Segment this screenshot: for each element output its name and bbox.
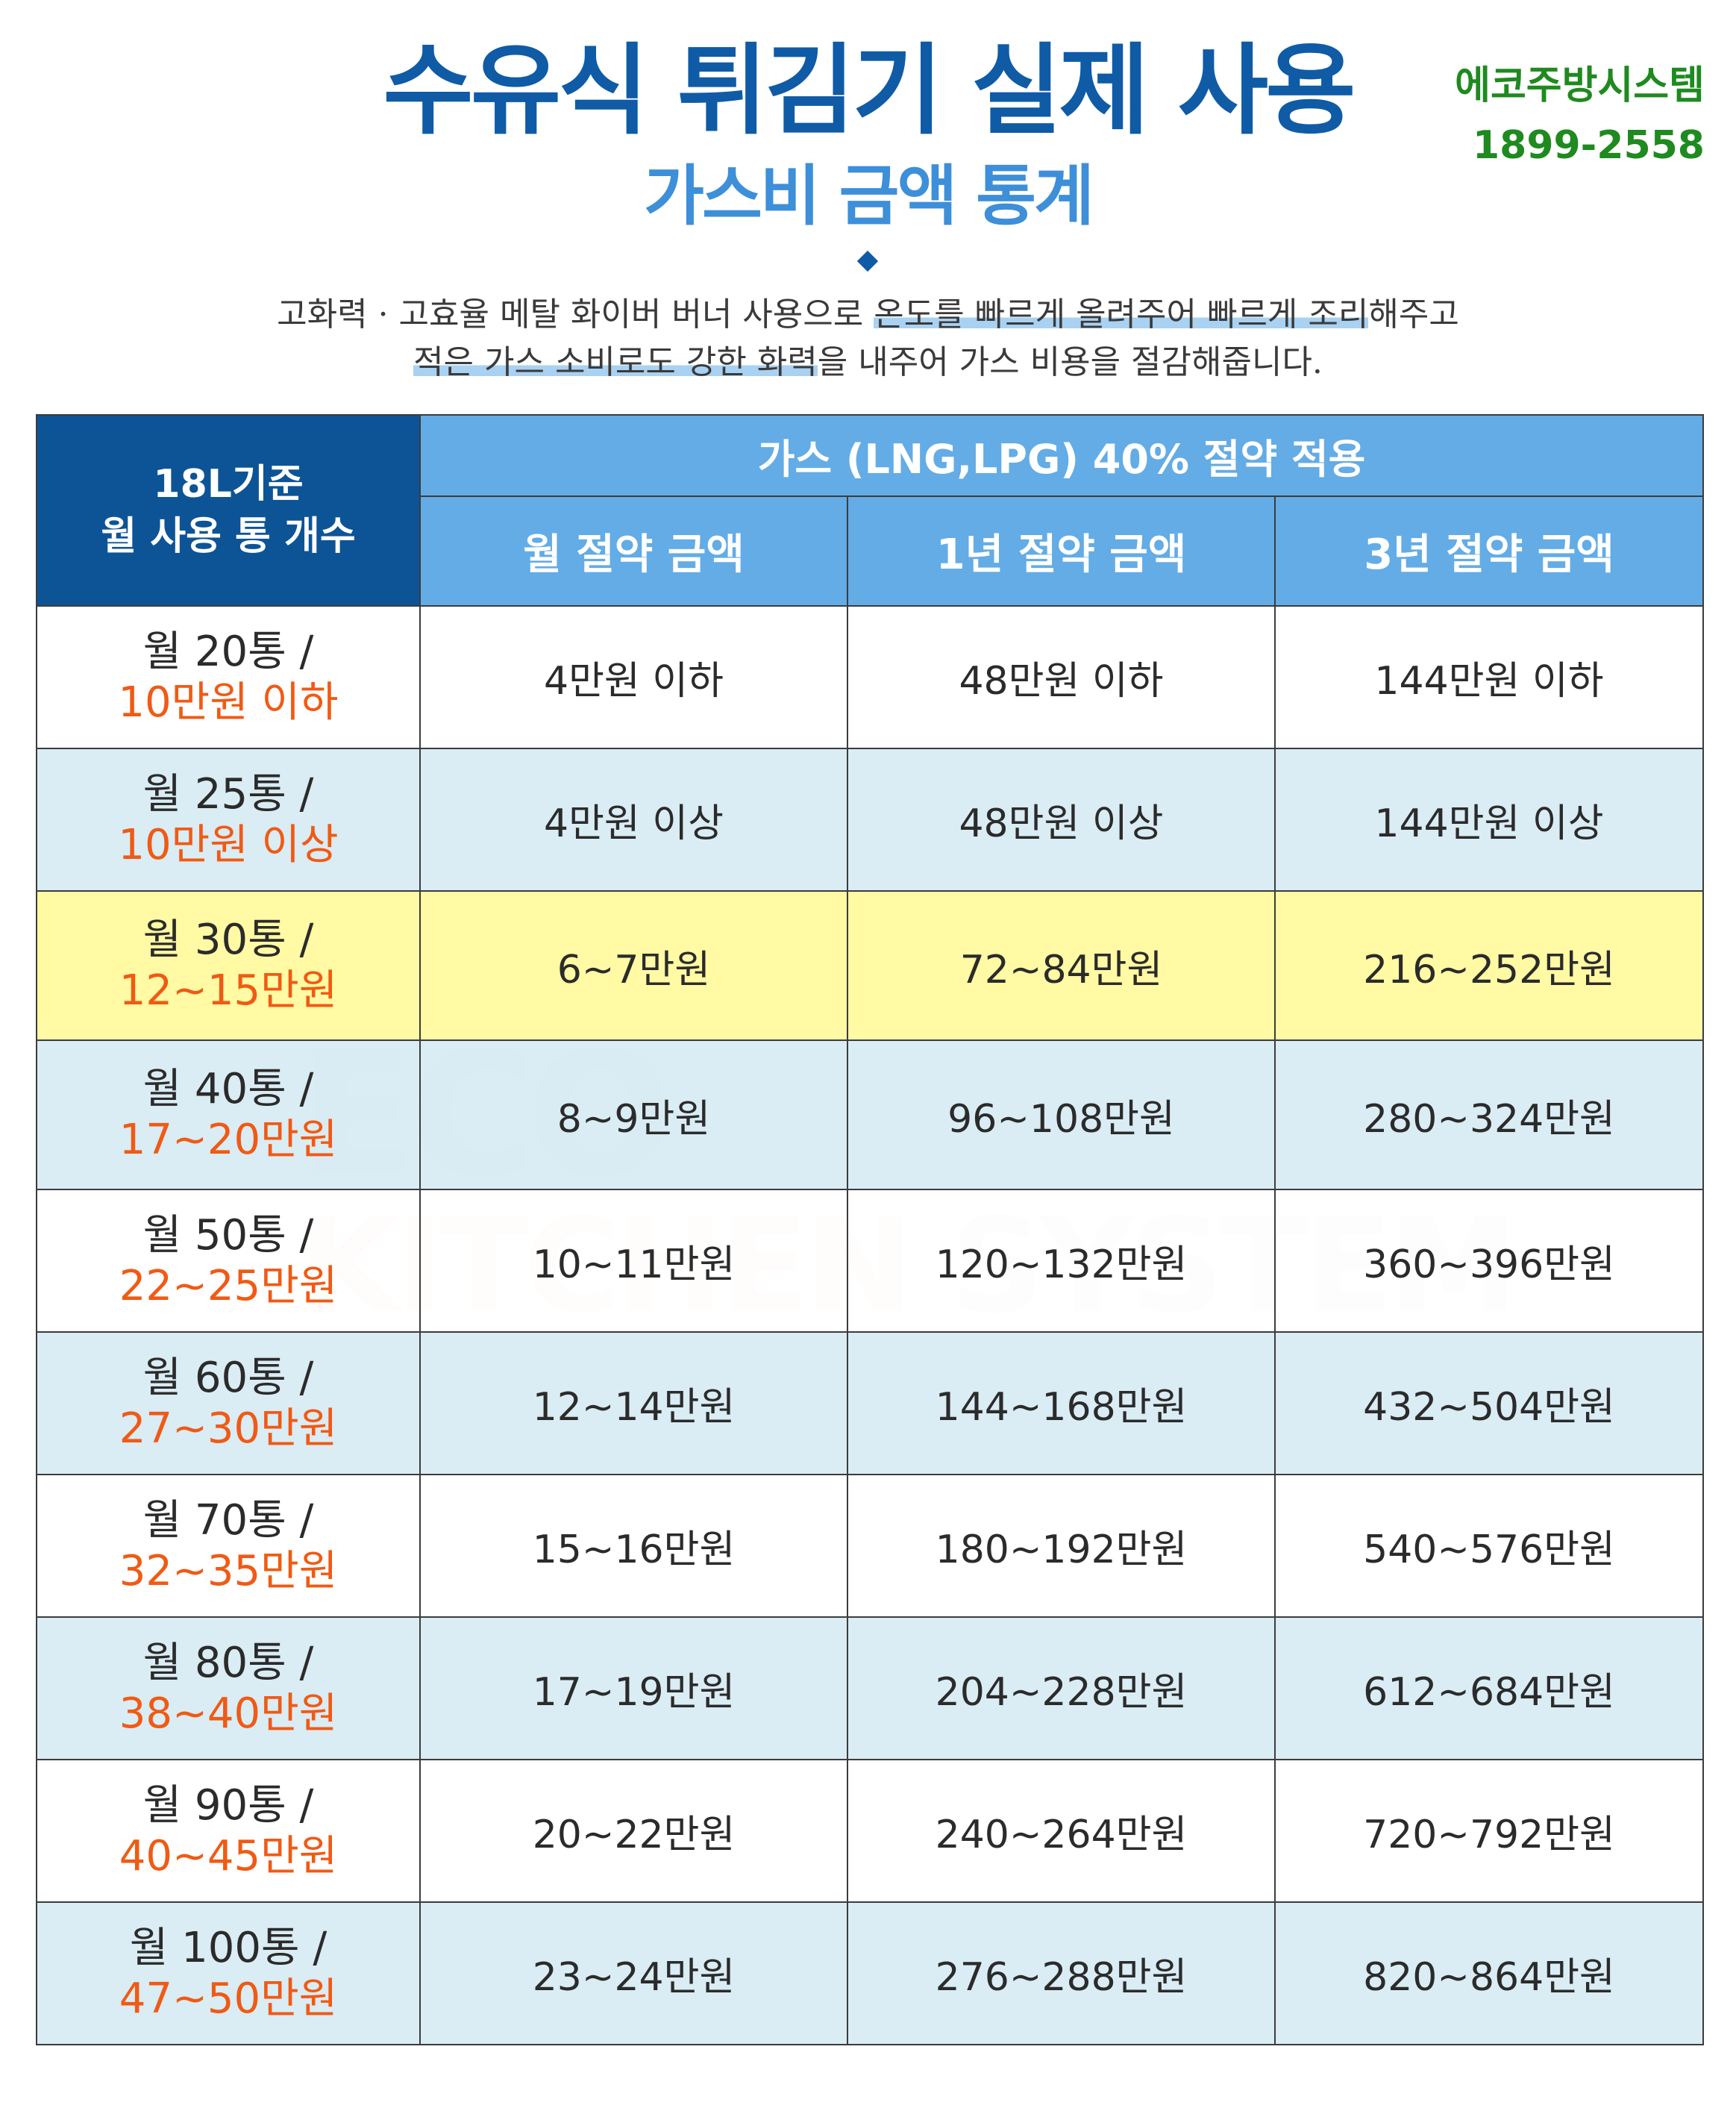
usage-cell: 월 30통 /12~15만원 [36,890,421,1041]
three-year-savings-cell: 144만원 이하 [1273,605,1705,749]
table-row: 월 100통 /47~50만원 23~24만원 276~288만원 820~86… [36,1901,1705,2045]
usage-cell: 월 20통 /10만원 이하 [36,605,421,749]
table-row: 월 80통 /38~40만원 17~19만원 204~228만원 612~684… [36,1616,1705,1760]
monthly-savings-cell: 4만원 이하 [419,605,848,749]
usage-count: 월 30통 / [142,916,314,964]
page-subtitle: 가스비 금액 통계 [644,157,1094,234]
yearly-savings-cell: 180~192만원 [847,1474,1276,1618]
three-year-savings-cell: 280~324만원 [1273,1039,1705,1190]
table-row: 월 40통 /17~20만원 8~9만원 96~108만원 280~324만원 [36,1039,1705,1190]
yearly-savings-cell: 120~132만원 [847,1189,1276,1333]
three-year-savings-cell: 144만원 이상 [1273,748,1705,892]
usage-header-line-2: 월 사용 통 개수 [101,514,356,559]
brand-phone: 1899-2558 [1472,123,1705,168]
three-year-savings-cell: 612~684만원 [1273,1616,1705,1760]
gas-cost: 40~45만원 [119,1831,338,1880]
gas-savings-table: 18L기준 월 사용 통 개수 가스 (LNG,LPG) 40% 절약 적용 월… [36,413,1705,2045]
table-row: 월 50통 /22~25만원 10~11만원 120~132만원 360~396… [36,1189,1705,1333]
gas-cost: 22~25만원 [119,1261,338,1310]
brand-name: 에코주방시스템 [1455,63,1705,108]
usage-cell: 월 25통 /10만원 이상 [36,748,421,892]
gas-cost: 10만원 이상 [118,820,339,869]
three-year-savings-cell: 540~576만원 [1273,1474,1705,1618]
yearly-savings-cell: 96~108만원 [847,1039,1276,1190]
usage-cell: 월 50통 /22~25만원 [36,1189,421,1333]
monthly-savings-header: 월 절약 금액 [419,495,848,607]
page-title: 수유식 튀김기 실제 사용 [383,34,1356,148]
yearly-savings-header: 1년 절약 금액 [847,495,1276,607]
usage-cell: 월 100통 /47~50만원 [36,1901,421,2045]
three-year-savings-header: 3년 절약 금액 [1273,495,1705,607]
yearly-savings-cell: 144~168만원 [847,1331,1276,1475]
three-year-savings-cell: 720~792만원 [1273,1759,1705,1903]
gas-cost: 47~50만원 [119,1974,338,2023]
usage-count: 월 25통 / [142,769,314,819]
diamond-divider-icon [856,250,879,272]
three-year-savings-cell: 360~396만원 [1273,1189,1705,1333]
description-line-1: 고화력 · 고효율 메탈 화이버 버너 사용으로 온도를 빠르게 올려주어 빠르… [0,291,1736,339]
three-year-savings-cell: 216~252만원 [1273,890,1705,1041]
usage-count: 월 80통 / [142,1638,314,1687]
monthly-savings-cell: 6~7만원 [419,890,848,1041]
description-line-1-end: 해주고 [1368,296,1459,334]
savings-group-header: 가스 (LNG,LPG) 40% 절약 적용 [419,413,1705,498]
description-line-2-highlight: 적은 가스 소비로도 강한 화력 [413,343,818,381]
monthly-savings-cell: 12~14만원 [419,1331,848,1475]
usage-count: 월 70통 / [142,1495,314,1545]
gas-cost: 38~40만원 [119,1689,338,1738]
yearly-savings-cell: 48만원 이상 [847,748,1276,892]
description-line-2: 적은 가스 소비로도 강한 화력을 내주어 가스 비용을 절감해줍니다. [0,339,1736,387]
monthly-savings-cell: 8~9만원 [419,1039,848,1190]
table-row: 월 20통 /10만원 이하 4만원 이하 48만원 이하 144만원 이하 [36,605,1705,749]
three-year-savings-cell: 432~504만원 [1273,1331,1705,1475]
yearly-savings-cell: 48만원 이하 [847,605,1276,749]
usage-cell: 월 80통 /38~40만원 [36,1616,421,1760]
table-row: 월 70통 /32~35만원 15~16만원 180~192만원 540~576… [36,1474,1705,1618]
three-year-savings-cell: 820~864만원 [1273,1901,1705,2045]
usage-cell: 월 40통 /17~20만원 [36,1039,421,1190]
gas-cost: 10만원 이하 [118,678,339,727]
description-line-1-text: 고화력 · 고효율 메탈 화이버 버너 사용으로 [277,296,874,334]
monthly-savings-cell: 10~11만원 [419,1189,848,1333]
description-line-2-end: 을 내주어 가스 비용을 절감해줍니다. [817,343,1323,381]
monthly-savings-cell: 17~19만원 [419,1616,848,1760]
description: 고화력 · 고효율 메탈 화이버 버너 사용으로 온도를 빠르게 올려주어 빠르… [0,291,1736,387]
yearly-savings-cell: 276~288만원 [847,1901,1276,2045]
table-row: 월 90통 /40~45만원 20~22만원 240~264만원 720~792… [36,1759,1705,1903]
monthly-savings-cell: 23~24만원 [419,1901,848,2045]
table-row: 월 25통 /10만원 이상 4만원 이상 48만원 이상 144만원 이상 [36,748,1705,892]
table-row: 월 60통 /27~30만원 12~14만원 144~168만원 432~504… [36,1331,1705,1475]
brand-block: 에코주방시스템 1899-2558 [1455,56,1705,175]
usage-count: 월 60통 / [142,1353,314,1402]
usage-count: 월 100통 / [129,1923,328,1972]
table-row-highlighted: 월 30통 /12~15만원 6~7만원 72~84만원 216~252만원 [36,890,1705,1041]
usage-count: 월 50통 / [142,1210,314,1260]
usage-cell: 월 90통 /40~45만원 [36,1759,421,1903]
usage-count: 월 40통 / [142,1065,314,1113]
usage-cell: 월 60통 /27~30만원 [36,1331,421,1475]
yearly-savings-cell: 72~84만원 [847,890,1276,1041]
gas-cost: 17~20만원 [119,1116,338,1164]
gas-cost: 32~35만원 [119,1546,338,1595]
monthly-savings-cell: 20~22만원 [419,1759,848,1903]
usage-count: 월 20통 / [142,627,314,676]
yearly-savings-cell: 240~264만원 [847,1759,1276,1903]
usage-column-header: 18L기준 월 사용 통 개수 [36,414,421,607]
gas-cost: 12~15만원 [119,966,338,1015]
gas-cost: 27~30만원 [119,1404,338,1453]
yearly-savings-cell: 204~228만원 [847,1616,1276,1760]
description-line-1-highlight: 온도를 빠르게 올려주어 빠르게 조리 [874,296,1369,334]
usage-header-line-1: 18L기준 [153,462,304,507]
monthly-savings-cell: 15~16만원 [419,1474,848,1618]
usage-count: 월 90통 / [142,1780,314,1830]
usage-cell: 월 70통 /32~35만원 [36,1474,421,1618]
monthly-savings-cell: 4만원 이상 [419,748,848,892]
